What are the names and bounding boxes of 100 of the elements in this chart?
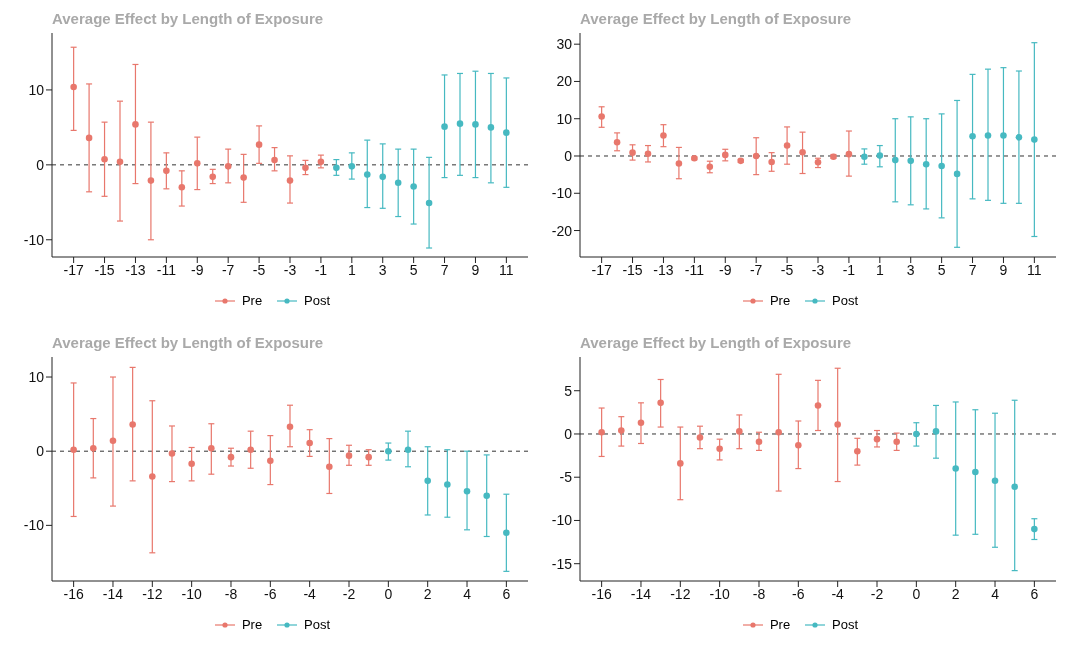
y-tick-label: 10 [556,110,573,127]
point [472,121,479,128]
chart-title: Average Effect by Length of Exposure [51,10,325,27]
point [677,460,684,467]
point [425,199,433,207]
point [385,447,392,455]
x-tick-label: -2 [870,585,884,602]
chart-title: Average Effect by Length of Exposure [579,10,853,27]
point [267,457,274,465]
point [952,465,959,472]
x-tick-label: 0 [912,585,921,602]
point [845,150,853,158]
point [644,150,652,158]
point [637,419,645,427]
point [129,421,136,428]
point [755,438,763,446]
point [783,142,791,149]
y-tick-label: -10 [551,512,573,529]
point [984,132,992,139]
y-tick-label: -15 [551,555,573,572]
point [799,148,806,156]
point [752,152,760,160]
x-tick-label: -8 [752,585,766,602]
point [1015,134,1023,141]
legend-label: Post [832,293,859,308]
x-tick-label: -15 [94,261,115,278]
point [675,160,683,167]
x-tick-label: -17 [63,261,84,278]
x-tick-label: -7 [749,261,763,278]
x-tick-label: -11 [684,261,705,278]
point [348,163,356,170]
y-tick-label: 10 [28,369,45,385]
x-tick-label: -6 [792,585,805,602]
x-tick-label: -8 [224,585,238,602]
y-tick-label: 0 [564,147,573,164]
y-tick-label: -20 [551,222,573,239]
y-tick-label: 0 [36,443,45,460]
point [326,463,333,471]
point [487,124,495,131]
point [70,446,77,453]
x-tick-label: -6 [264,585,277,602]
point [363,171,371,178]
point [969,132,976,140]
point [444,481,451,488]
point [775,428,782,436]
point [913,430,920,438]
x-tick-label: -12 [670,585,691,602]
x-tick-label: -3 [283,261,297,278]
point [907,157,915,165]
point [286,423,294,431]
point [893,438,900,446]
point [696,434,704,441]
point [109,437,117,445]
x-tick-label: 11 [1027,261,1042,278]
x-tick-label: -5 [780,261,794,278]
x-tick-label: -16 [591,585,612,602]
legend-label: Post [832,617,859,632]
point [441,123,448,130]
point [1031,525,1038,533]
point [953,170,961,178]
x-tick-label: 11 [499,261,514,278]
chart-title: Average Effect by Length of Exposure [579,334,853,351]
x-tick-label: -11 [156,261,177,278]
point [132,121,139,128]
x-tick-label: 7 [968,261,977,278]
y-tick-label: 30 [556,36,573,53]
point [938,162,945,170]
x-tick-label: -13 [653,261,674,278]
chart-title: Average Effect by Length of Exposure [51,334,325,351]
x-tick-label: 2 [951,585,960,602]
point [178,184,186,191]
y-tick-label: 10 [28,81,45,98]
x-tick-label: -16 [63,585,84,602]
x-tick-label: -10 [181,585,202,602]
x-tick-label: -10 [709,585,730,602]
point [613,138,621,146]
x-tick-label: -15 [622,261,643,278]
point [404,446,412,453]
x-tick-label: -14 [630,585,652,602]
point [147,177,155,184]
point [463,487,471,495]
legend-label: Pre [769,617,791,632]
y-tick-label: -10 [551,185,573,202]
x-tick-label: 7 [440,261,449,278]
point [424,477,431,485]
point [85,134,93,142]
x-tick-label: 5 [409,261,418,278]
x-tick-label: -13 [125,261,146,278]
point [1031,136,1038,143]
x-tick-label: -17 [591,261,612,278]
y-tick-label: -10 [23,231,45,248]
x-tick-label: 6 [1030,585,1039,602]
x-tick-label: -1 [314,261,328,278]
point [932,428,940,435]
x-tick-label: -9 [719,261,732,278]
x-tick-label: -9 [191,261,204,278]
x-tick-label: -4 [831,585,845,602]
point [286,177,294,184]
point [873,435,881,443]
legend-label: Pre [241,293,263,308]
